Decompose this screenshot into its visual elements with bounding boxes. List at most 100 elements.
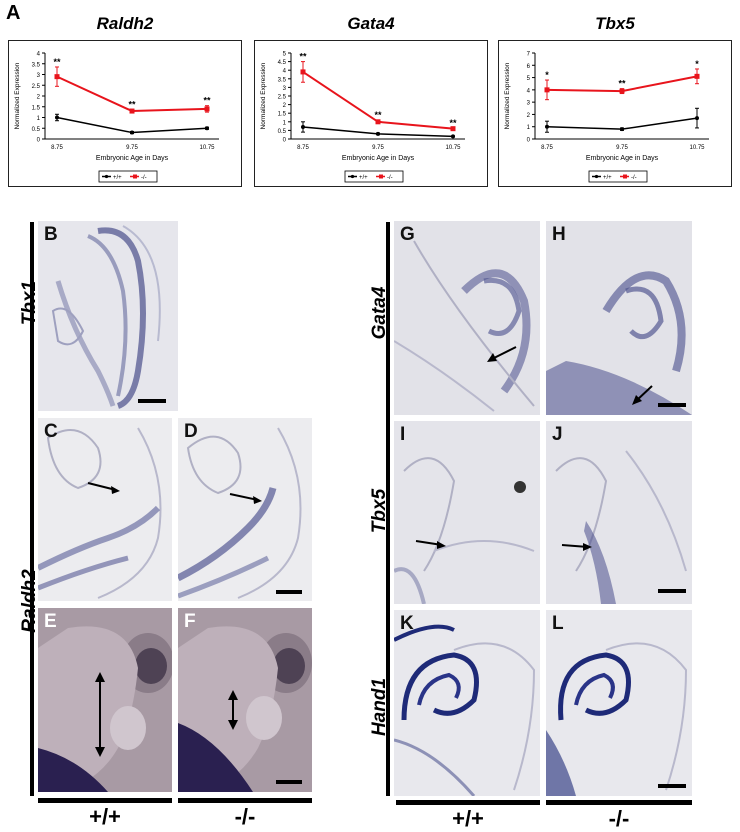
significance-label: ** [299, 52, 307, 62]
significance-label: ** [128, 99, 136, 109]
genotype-bar-right-wt [396, 800, 540, 805]
panel-d-tissue [178, 427, 302, 599]
panel-l-tissue [546, 642, 688, 796]
panel-h-tissue [546, 271, 692, 415]
y-tick-label: 4 [283, 69, 287, 75]
panel-letter-j: J [552, 424, 563, 445]
data-point [55, 115, 59, 120]
scale-bar-b [138, 399, 166, 403]
y-tick-label: 1.5 [278, 112, 287, 118]
y-tick-label: 0 [527, 138, 531, 144]
x-tick-label: 8.75 [541, 145, 553, 151]
x-axis-label: Embryonic Age in Days [96, 155, 169, 162]
panel-letter-d: D [184, 421, 198, 442]
panel-d-image: D [178, 418, 312, 601]
y-tick-label: 3.5 [278, 77, 287, 83]
significance-label: ** [53, 57, 61, 67]
panel-f-embryo [178, 626, 312, 792]
panel-f-image: F [178, 608, 312, 792]
scale-bar-d [276, 590, 302, 594]
chart-tbx5: 0 1 2 3 4 5 6 7 8.75 9.75 10.75 Embryonic Age in Da… [498, 40, 732, 187]
x-tick-label: 10.75 [689, 145, 705, 151]
panel-k-tissue [394, 624, 536, 796]
panel-h-image: H [546, 221, 692, 415]
x-axis-label: Embryonic Age in Days [342, 155, 415, 162]
legend-swatch-marker [379, 174, 383, 179]
panel-letter-g: G [400, 224, 415, 245]
series-line-wt [56, 116, 208, 134]
y-tick-label: 4.5 [278, 60, 287, 66]
chart-raldh2: 0 0.5 1 1.5 2 2.5 3 3.5 4 8.75 9.75 10.75 Embryonic … [8, 40, 242, 187]
x-tick-label: 8.75 [51, 145, 63, 151]
panel-b-image: B [38, 221, 178, 411]
y-axis-label: Normalized Expression [14, 62, 21, 129]
legend-label: +/+ [359, 175, 368, 181]
scale-bar-h [658, 403, 686, 407]
x-tick-label: 8.75 [297, 145, 309, 151]
panel-e-image: E [38, 608, 172, 792]
y-tick-label: 0.5 [278, 129, 287, 135]
left-vertical-bar [30, 222, 34, 796]
panel-letter-l: L [552, 613, 564, 634]
data-point [620, 127, 624, 132]
y-tick-label: 1 [527, 125, 531, 131]
y-axis-label: Normalized Expression [504, 62, 511, 129]
genotype-label-right-wt: +/+ [452, 806, 484, 831]
data-point [54, 74, 60, 80]
panel-g-image: G [394, 221, 540, 415]
y-tick-label: 1.5 [32, 105, 41, 111]
genotype-bar-right-ko [546, 800, 692, 805]
x-axis-label: Embryonic Age in Days [586, 155, 659, 162]
chart-gata4: 0 0.5 1 1.5 2 2.5 3 3.5 4 4.5 5 8.75 9.75 10.75 Embryo… [254, 40, 488, 187]
panel-letter-h: H [552, 224, 566, 245]
data-point [694, 73, 700, 79]
genotype-label-right-ko: -/- [608, 806, 630, 831]
y-tick-label: 4 [37, 52, 41, 58]
data-point [205, 126, 209, 131]
chart-legend: +/+ -/- [98, 170, 158, 183]
y-tick-label: 5 [283, 52, 287, 58]
legend-swatch-marker [350, 174, 355, 179]
y-tick-label: 5 [527, 76, 531, 82]
chart-svg-tbx5: 0 1 2 3 4 5 6 7 8.75 9.75 10.75 Embryonic Age in Da… [504, 52, 709, 183]
data-point [204, 106, 210, 112]
y-tick-label: 3.5 [32, 62, 41, 68]
scale-bar-l [658, 784, 686, 788]
y-tick-label: 0 [283, 138, 287, 144]
legend-label: -/- [387, 175, 393, 181]
legend-label: +/+ [603, 175, 612, 181]
x-tick-label: 9.75 [616, 145, 628, 151]
data-point [450, 126, 456, 132]
significance-label: ** [618, 79, 626, 89]
y-tick-label: 7 [527, 52, 531, 58]
right-vertical-bar [386, 222, 390, 796]
legend-swatch-marker [104, 174, 109, 179]
chart-legend: +/+ -/- [344, 170, 404, 183]
panel-letter-b: B [44, 224, 58, 245]
data-point [301, 124, 305, 129]
y-tick-label: 4 [527, 88, 531, 94]
scale-bar-f [276, 780, 302, 784]
legend-box [588, 170, 648, 183]
y-tick-label: 0 [37, 138, 41, 144]
legend-label: -/- [631, 175, 637, 181]
panel-letter-a: A [6, 2, 21, 24]
panel-j-tissue [555, 450, 687, 604]
significance-label: ** [449, 118, 457, 128]
chart-legend: +/+ -/- [588, 170, 648, 183]
significance-label: ** [374, 110, 382, 120]
legend-box [344, 170, 404, 183]
y-tick-label: 2.5 [32, 84, 41, 90]
y-tick-label: 2 [37, 95, 41, 101]
chart-svg-raldh2: 0 0.5 1 1.5 2 2.5 3 3.5 4 8.75 9.75 10.75 Embryonic … [14, 52, 219, 183]
gene-label-gata4: Gata4 [369, 286, 390, 340]
data-point [451, 134, 455, 139]
x-tick-label: 10.75 [199, 145, 215, 151]
y-tick-label: 2 [283, 103, 287, 109]
panel-letter-e: E [44, 611, 57, 632]
genotype-bar-left-ko [178, 798, 312, 803]
significance-label: * [695, 59, 699, 69]
y-tick-label: 1 [283, 120, 287, 126]
genotype-label-left-ko: -/- [234, 804, 256, 829]
data-point [129, 108, 135, 114]
